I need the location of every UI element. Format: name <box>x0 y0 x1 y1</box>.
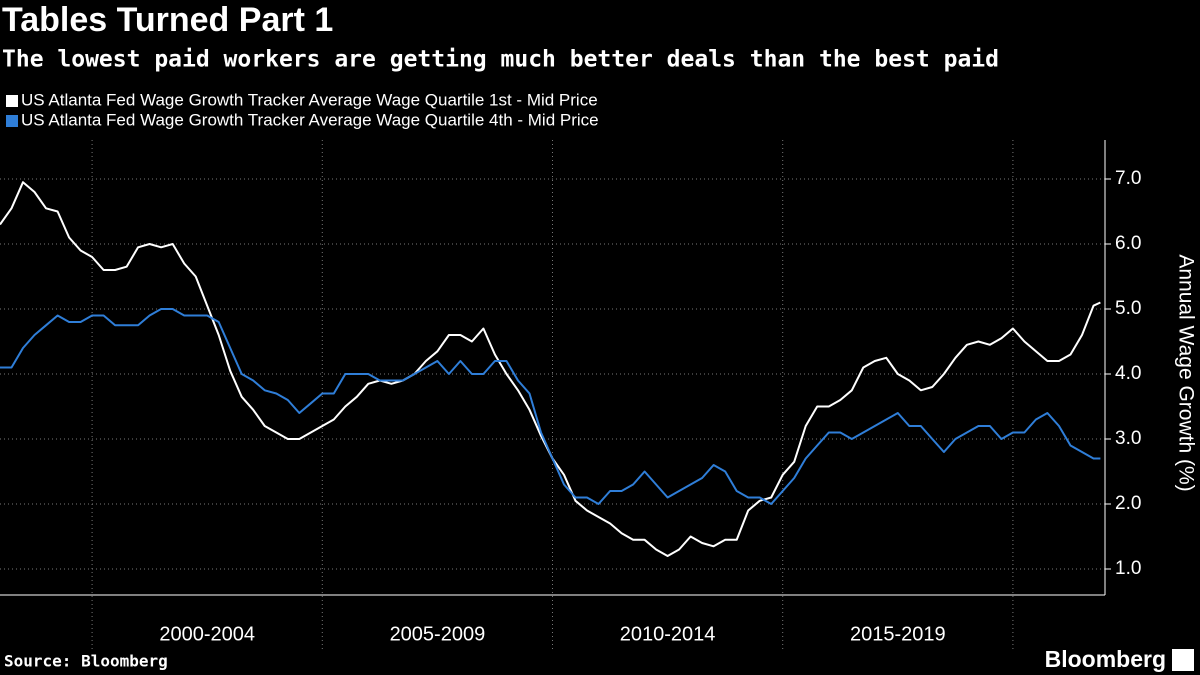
y-axis-label: Annual Wage Growth (%) <box>1174 254 1197 491</box>
y-tick-label: 2.0 <box>1115 493 1141 514</box>
y-tick-label: 6.0 <box>1115 233 1141 254</box>
y-tick-label: 5.0 <box>1115 298 1141 319</box>
x-period-label: 2005-2009 <box>390 623 486 645</box>
y-tick-label: 7.0 <box>1115 168 1141 189</box>
legend-swatch <box>6 95 18 107</box>
source: Source: Bloomberg <box>4 652 168 671</box>
legend-label: US Atlanta Fed Wage Growth Tracker Avera… <box>21 110 599 129</box>
chart-title: Tables Turned Part 1 <box>2 1 333 39</box>
x-period-label: 2000-2004 <box>159 623 255 645</box>
series-line <box>0 308 1101 505</box>
legend-swatch <box>6 115 18 127</box>
y-tick-label: 1.0 <box>1115 558 1141 579</box>
x-period-label: 2015-2019 <box>850 623 946 645</box>
legend-label: US Atlanta Fed Wage Growth Tracker Avera… <box>21 90 598 109</box>
y-tick-label: 4.0 <box>1115 363 1141 384</box>
x-period-label: 2010-2014 <box>620 623 716 645</box>
brand-icon <box>1172 649 1194 671</box>
brand: Bloomberg <box>1045 646 1166 672</box>
chart-subtitle: The lowest paid workers are getting much… <box>2 47 999 73</box>
y-tick-label: 3.0 <box>1115 428 1141 449</box>
